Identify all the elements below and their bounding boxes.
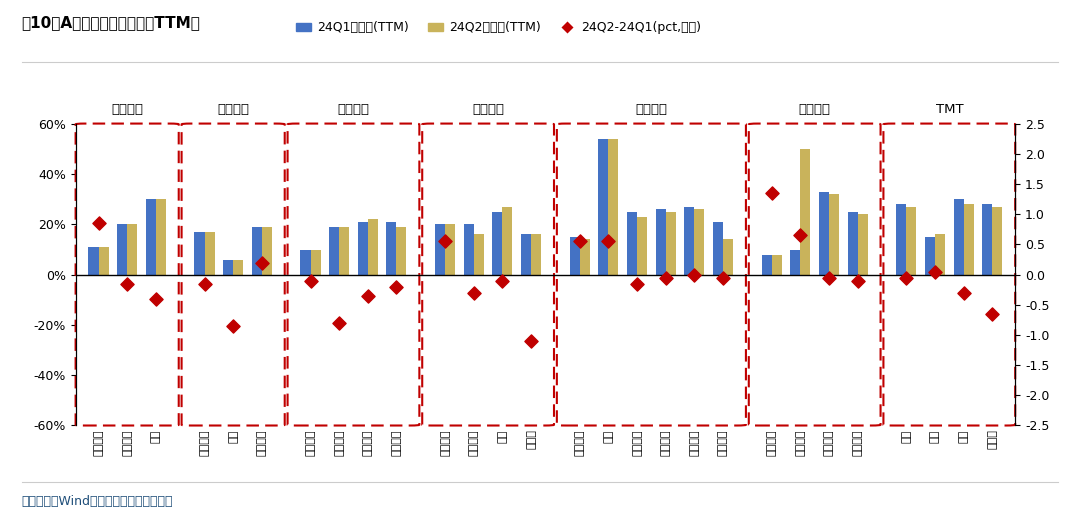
24Q2-24Q1(pct,右轴) <box>465 289 483 297</box>
Bar <box>993 207 1002 275</box>
24Q2-24Q1(pct,右轴) <box>302 277 320 285</box>
Text: 必需消费: 必需消费 <box>799 103 831 116</box>
Text: 其他周期: 其他周期 <box>472 103 504 116</box>
Bar <box>445 224 455 275</box>
Bar <box>463 224 474 275</box>
Bar <box>963 205 974 275</box>
Bar <box>761 254 772 275</box>
Bar <box>194 232 204 275</box>
24Q2-24Q1(pct,右轴) <box>330 319 348 327</box>
24Q2-24Q1(pct,右轴) <box>897 274 915 282</box>
Bar <box>156 199 166 275</box>
Bar <box>339 227 349 275</box>
24Q2-24Q1(pct,右轴) <box>360 292 377 300</box>
Bar <box>924 237 935 275</box>
Bar <box>204 232 215 275</box>
Text: 数据来源：Wind，广发证券发展研究中心: 数据来源：Wind，广发证券发展研究中心 <box>22 495 173 508</box>
Bar <box>858 214 867 275</box>
24Q2-24Q1(pct,右轴) <box>147 294 164 303</box>
Text: 上游资源: 上游资源 <box>111 103 144 116</box>
24Q2-24Q1(pct,右轴) <box>714 274 731 282</box>
24Q2-24Q1(pct,右轴) <box>90 219 107 227</box>
24Q2-24Q1(pct,右轴) <box>686 270 703 279</box>
Bar <box>368 220 378 275</box>
24Q2-24Q1(pct,右轴) <box>955 289 972 297</box>
24Q2-24Q1(pct,右轴) <box>792 232 809 240</box>
Bar <box>665 212 676 275</box>
Bar <box>396 227 406 275</box>
Bar <box>261 227 272 275</box>
Bar <box>637 217 647 275</box>
Bar <box>224 260 233 275</box>
Bar <box>627 212 637 275</box>
Bar <box>311 250 321 275</box>
Text: TMT: TMT <box>935 103 963 116</box>
Bar <box>98 247 109 275</box>
Bar <box>580 239 590 275</box>
Bar <box>233 260 243 275</box>
Bar <box>89 247 98 275</box>
24Q2-24Q1(pct,右轴) <box>984 309 1001 318</box>
Bar <box>896 205 906 275</box>
Bar <box>772 254 782 275</box>
Bar <box>608 139 619 275</box>
24Q2-24Q1(pct,右轴) <box>927 267 944 276</box>
24Q2-24Q1(pct,右轴) <box>494 277 511 285</box>
Bar <box>502 207 512 275</box>
24Q2-24Q1(pct,右轴) <box>849 277 866 285</box>
24Q2-24Q1(pct,右轴) <box>436 237 454 246</box>
Bar <box>982 205 993 275</box>
Bar <box>713 222 723 275</box>
Bar <box>848 212 858 275</box>
Text: 图10：A股一级行业毛利率（TTM）: 图10：A股一级行业毛利率（TTM） <box>22 16 201 31</box>
Bar <box>791 250 800 275</box>
24Q2-24Q1(pct,右轴) <box>253 258 270 267</box>
Bar <box>829 194 839 275</box>
24Q2-24Q1(pct,右轴) <box>764 189 781 197</box>
Bar <box>906 207 916 275</box>
24Q2-24Q1(pct,右轴) <box>523 337 540 345</box>
Bar <box>387 222 396 275</box>
Bar <box>435 224 445 275</box>
Bar <box>819 192 829 275</box>
Bar <box>146 199 156 275</box>
Legend: 24Q1毛利率(TTM), 24Q2毛利率(TTM), 24Q2-24Q1(pct,右轴): 24Q1毛利率(TTM), 24Q2毛利率(TTM), 24Q2-24Q1(pc… <box>291 17 706 39</box>
Bar <box>800 149 810 275</box>
Bar <box>598 139 608 275</box>
Bar <box>252 227 261 275</box>
Bar <box>492 212 502 275</box>
Text: 中游材料: 中游材料 <box>217 103 249 116</box>
Bar <box>329 227 339 275</box>
24Q2-24Q1(pct,右轴) <box>195 279 213 287</box>
Bar <box>300 250 311 275</box>
Bar <box>531 235 541 275</box>
Bar <box>935 235 945 275</box>
Bar <box>357 222 368 275</box>
24Q2-24Q1(pct,右轴) <box>571 237 589 246</box>
24Q2-24Q1(pct,右轴) <box>821 274 838 282</box>
Bar <box>694 209 704 275</box>
Text: 可选消费: 可选消费 <box>635 103 667 116</box>
24Q2-24Q1(pct,右轴) <box>225 322 242 330</box>
24Q2-24Q1(pct,右轴) <box>629 279 646 287</box>
24Q2-24Q1(pct,右轴) <box>119 279 136 287</box>
Bar <box>474 235 484 275</box>
24Q2-24Q1(pct,右轴) <box>657 274 674 282</box>
Bar <box>127 224 137 275</box>
24Q2-24Q1(pct,右轴) <box>599 237 617 246</box>
Bar <box>954 199 963 275</box>
Bar <box>685 207 694 275</box>
Bar <box>570 237 580 275</box>
Bar <box>656 209 665 275</box>
Text: 中游制造: 中游制造 <box>337 103 369 116</box>
Bar <box>521 235 531 275</box>
Bar <box>117 224 127 275</box>
Bar <box>723 239 733 275</box>
24Q2-24Q1(pct,右轴) <box>388 282 405 291</box>
